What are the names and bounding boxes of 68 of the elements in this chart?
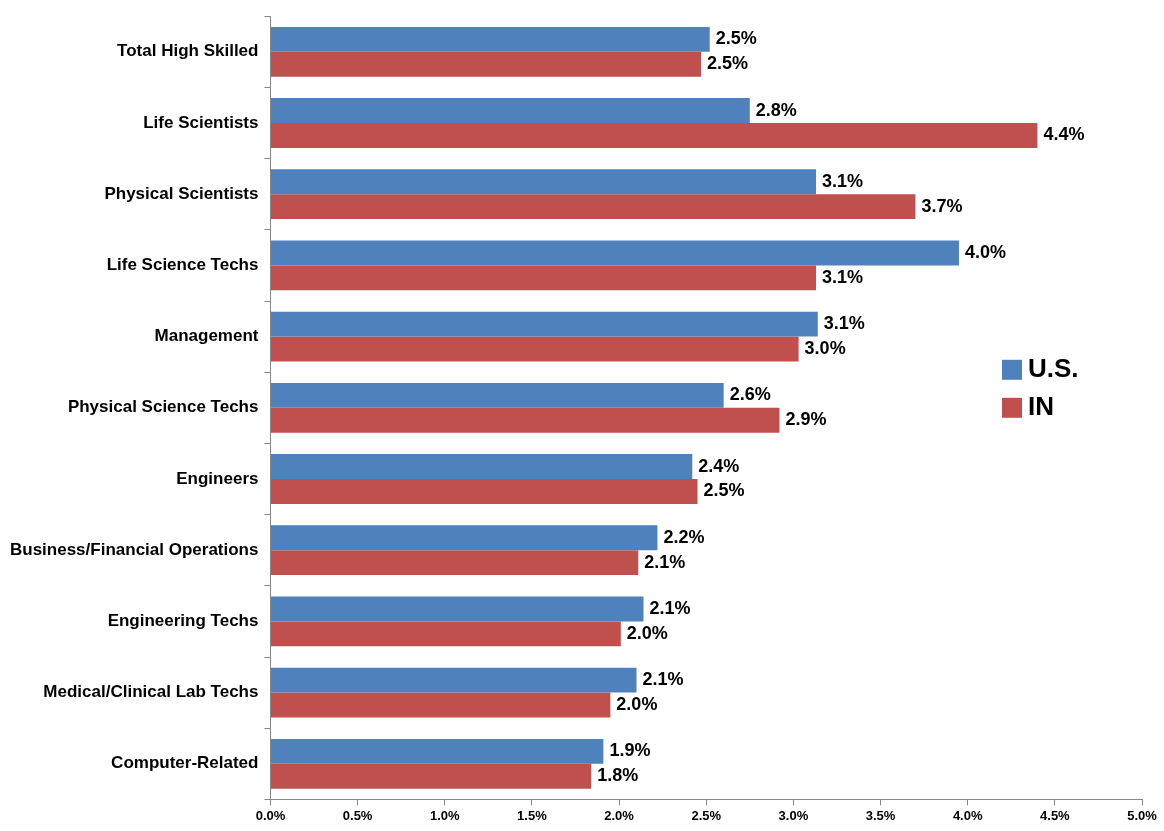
bar xyxy=(270,336,799,362)
data-label: 3.1% xyxy=(823,313,865,334)
bar xyxy=(270,596,644,622)
bar xyxy=(270,382,724,408)
y-tick-label: Computer-Related xyxy=(111,753,259,773)
data-label: 2.0% xyxy=(626,622,668,643)
y-tick-label: Life Scientists xyxy=(143,112,259,132)
bar xyxy=(270,525,658,551)
bar xyxy=(270,692,611,718)
x-tick-label: 0.0% xyxy=(255,807,286,823)
data-label: 3.7% xyxy=(921,195,963,216)
bar xyxy=(270,763,592,789)
y-tick-label: Engineering Techs xyxy=(107,611,259,631)
y-tick-label: Physical Scientists xyxy=(104,183,259,203)
data-label: 3.1% xyxy=(822,170,864,191)
bar xyxy=(270,51,701,77)
data-label: 4.4% xyxy=(1043,124,1085,145)
x-tick-label: 3.5% xyxy=(865,807,896,823)
legend-label: IN xyxy=(1028,390,1054,421)
legend-label: U.S. xyxy=(1028,352,1079,383)
bar xyxy=(270,265,817,291)
data-label: 2.4% xyxy=(698,455,740,476)
data-label: 4.0% xyxy=(964,241,1007,262)
y-tick-label: Business/Financial Operations xyxy=(9,539,259,559)
x-tick-label: 4.5% xyxy=(1040,807,1071,823)
y-tick-label: Physical Science Techs xyxy=(67,397,259,417)
data-label: 2.9% xyxy=(785,409,827,430)
data-label: 2.2% xyxy=(663,526,705,547)
data-label: 3.0% xyxy=(804,338,846,359)
data-label: 2.8% xyxy=(755,99,797,120)
y-tick-label: Medical/Clinical Lab Techs xyxy=(43,682,259,702)
data-label: 2.0% xyxy=(616,694,658,715)
bar xyxy=(270,738,604,764)
data-label: 1.8% xyxy=(597,765,639,786)
data-label: 2.6% xyxy=(729,384,771,405)
bar xyxy=(270,169,817,195)
bar xyxy=(270,550,639,576)
bar xyxy=(270,240,959,266)
data-label: 3.1% xyxy=(822,266,864,287)
x-tick-label: 3.0% xyxy=(778,807,809,823)
bar xyxy=(270,479,698,504)
bar xyxy=(270,454,693,479)
data-label: 2.5% xyxy=(707,53,749,74)
bar xyxy=(270,407,780,433)
bar xyxy=(270,667,637,693)
bar xyxy=(270,123,1038,148)
bar xyxy=(270,194,916,220)
data-label: 2.1% xyxy=(649,597,691,618)
y-tick-label: Engineers xyxy=(176,468,259,488)
x-tick-label: 1.5% xyxy=(517,807,548,823)
data-label: 1.9% xyxy=(609,740,651,761)
data-label: 2.1% xyxy=(644,551,686,572)
x-tick-label: 2.0% xyxy=(604,807,635,823)
y-tick-label: Total High Skilled xyxy=(117,41,259,61)
x-tick-label: 1.0% xyxy=(429,807,461,823)
y-tick-label: Management xyxy=(154,326,259,346)
x-tick-label: 4.0% xyxy=(952,807,983,823)
y-tick-label: Life Science Techs xyxy=(106,255,259,275)
data-label: 2.1% xyxy=(642,669,684,690)
bar xyxy=(270,26,710,52)
bar xyxy=(270,98,750,123)
x-tick-label: 2.5% xyxy=(691,807,722,823)
bar xyxy=(270,621,621,647)
bar xyxy=(270,311,818,337)
data-label: 2.5% xyxy=(715,28,757,49)
x-tick-label: 0.5% xyxy=(342,807,373,823)
x-tick-label: 5.0% xyxy=(1127,807,1158,823)
data-label: 2.5% xyxy=(703,480,745,501)
